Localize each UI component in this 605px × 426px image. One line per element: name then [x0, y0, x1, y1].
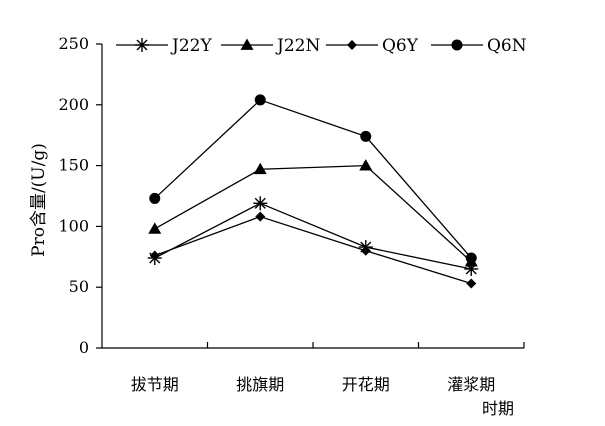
series-q6n-point-marker	[360, 130, 372, 142]
series-j22y-point-marker	[253, 196, 268, 211]
legend-q6n-marker	[451, 39, 463, 51]
y-axis-label: Pro含量/(U/g)	[29, 143, 49, 257]
legend-j22n: J22N	[221, 36, 320, 56]
x-tick-label: 灌浆期	[447, 375, 495, 394]
series-j22n-point-marker	[359, 159, 373, 171]
x-ticks: 拔节期 挑旗期 开花期 灌浆期	[131, 342, 525, 394]
legend-q6y-label: Q6Y	[382, 36, 419, 56]
y-tick-label: 100	[58, 216, 89, 235]
y-tick-label: 0	[79, 338, 89, 357]
series-j22n-point-marker	[253, 162, 267, 175]
legend-j22y: J22Y	[116, 36, 212, 56]
series-q6n	[149, 94, 477, 264]
series-q6y-point-marker	[255, 211, 266, 222]
legend-q6y: Q6Y	[326, 36, 419, 56]
x-tick-label: 开花期	[342, 375, 390, 394]
series-q6n-point-marker	[465, 252, 477, 264]
series-group	[147, 94, 479, 289]
y-ticks: 0 50 100 150 200 250	[58, 34, 102, 357]
series-q6y-point-marker	[466, 278, 477, 289]
series-q6y-point-marker	[149, 250, 160, 261]
series-j22n	[148, 159, 478, 267]
legend: J22Y J22N Q6Y Q6N	[116, 36, 527, 56]
x-axis-label: 时期	[482, 399, 514, 418]
y-tick-label: 50	[69, 277, 89, 296]
y-tick-label: 200	[58, 95, 89, 114]
legend-j22n-label: J22N	[275, 36, 320, 56]
y-tick-label: 150	[58, 156, 89, 175]
series-j22n-point-marker	[148, 222, 162, 234]
series-j22y-line	[154, 202, 472, 270]
y-tick-label: 250	[58, 34, 89, 53]
axes	[101, 44, 524, 349]
x-tick-label: 拔节期	[131, 375, 179, 394]
series-j22n-line	[154, 164, 472, 263]
legend-q6y-marker	[347, 40, 357, 50]
series-q6y-line	[154, 215, 472, 285]
series-q6n-point-marker	[254, 94, 266, 106]
legend-q6n: Q6N	[431, 36, 527, 56]
x-tick-label: 挑旗期	[236, 375, 284, 394]
series-q6n-line	[154, 99, 472, 259]
series-q6n-point-marker	[149, 192, 161, 204]
legend-j22y-marker	[135, 38, 149, 52]
legend-j22n-marker	[240, 38, 254, 50]
series-q6y-point-marker	[360, 245, 371, 256]
legend-q6n-label: Q6N	[487, 36, 527, 56]
legend-j22y-label: J22Y	[170, 36, 212, 56]
series-q6y	[149, 211, 477, 289]
